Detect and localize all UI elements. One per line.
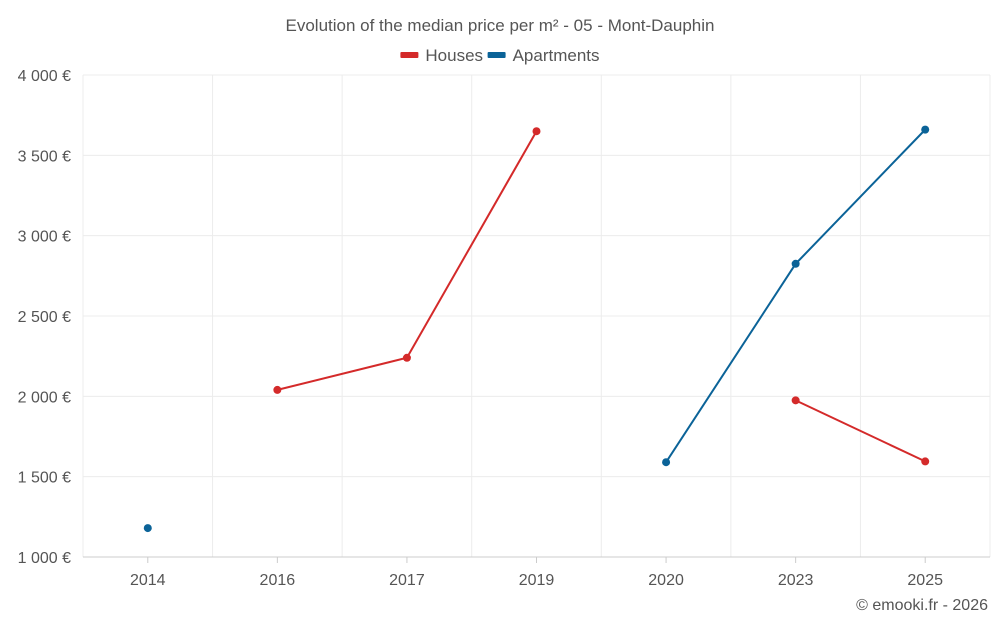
x-tick-label: 2014	[130, 572, 166, 589]
x-tick-label: 2020	[648, 572, 684, 589]
y-tick-label: 3 500 €	[18, 148, 71, 165]
x-tick-label: 2023	[778, 572, 814, 589]
legend: Houses Apartments	[400, 46, 600, 65]
legend-label-houses: Houses	[425, 46, 483, 65]
data-point-houses	[402, 353, 411, 362]
data-point-houses	[273, 385, 282, 394]
y-tick-label: 3 000 €	[18, 229, 71, 246]
data-point-apartments	[921, 125, 930, 134]
y-tick-label: 1 500 €	[18, 470, 71, 487]
series-layer	[143, 125, 930, 533]
data-point-houses	[532, 127, 541, 136]
series-line-houses	[277, 130, 538, 391]
x-tick-label: 2017	[389, 572, 425, 589]
y-tick-label: 4 000 €	[18, 68, 71, 85]
data-point-houses	[791, 396, 800, 405]
x-tick-label: 2025	[907, 572, 943, 589]
axes: 1 000 € 1 500 € 2 000 € 2 500 € 3 000 € 3 500…	[18, 68, 990, 589]
data-point-houses	[921, 457, 930, 466]
y-tick-label: 1 000 €	[18, 550, 71, 567]
legend-label-apartments: Apartments	[513, 46, 600, 65]
x-tick-label: 2019	[519, 572, 555, 589]
grid	[82, 74, 991, 557]
y-tick-label: 2 500 €	[18, 309, 71, 326]
data-point-apartments	[662, 458, 671, 467]
legend-swatch-apartments	[487, 52, 506, 58]
credit-text: © emooki.fr - 2026	[856, 597, 988, 614]
data-point-apartments	[791, 259, 800, 268]
legend-swatch-houses	[400, 52, 419, 58]
y-tick-label: 2 000 €	[18, 389, 71, 406]
chart-title: Evolution of the median price per m² - 0…	[286, 16, 715, 35]
x-tick-label: 2016	[260, 572, 296, 589]
series-line-houses	[795, 399, 926, 463]
series-line-apartments	[665, 128, 926, 463]
data-point-apartments	[143, 524, 152, 533]
